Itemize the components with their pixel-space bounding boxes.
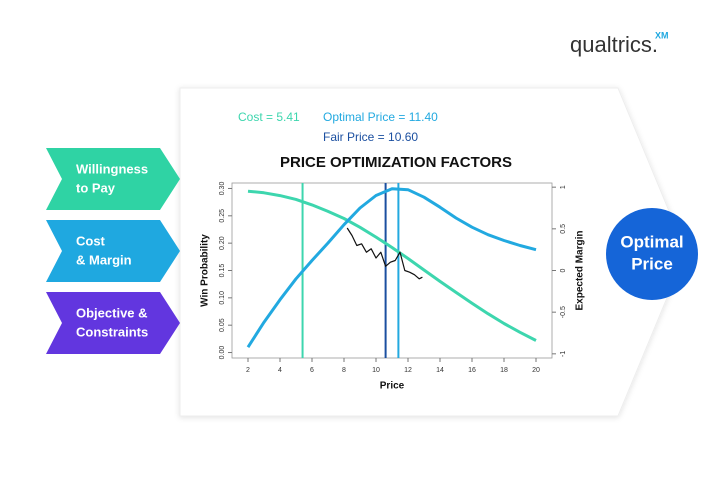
y-tick-label: 0.20 (219, 236, 226, 250)
result-circle (606, 208, 698, 300)
y2-axis-label: Expected Margin (575, 230, 586, 310)
result-label: Optimal (620, 232, 683, 251)
chart-title: PRICE OPTIMIZATION FACTORS (280, 154, 512, 171)
y2-tick-label: 0.5 (560, 224, 567, 234)
y-tick-label: 0.10 (219, 291, 226, 305)
y2-tick-label: -1 (560, 351, 567, 357)
reference-label: Optimal Price = 11.40 (323, 110, 438, 124)
y-tick-label: 0.15 (219, 264, 226, 278)
y-tick-label: 0.05 (219, 318, 226, 332)
x-tick-label: 12 (404, 367, 412, 374)
step-label: Objective & (76, 305, 148, 320)
x-tick-label: 6 (310, 367, 314, 374)
step-label: & Margin (76, 252, 132, 267)
x-axis-label: Price (380, 381, 405, 392)
x-tick-label: 10 (372, 367, 380, 374)
step-label: to Pay (76, 180, 116, 195)
series-line (247, 189, 537, 342)
x-tick-label: 16 (468, 367, 476, 374)
panel (179, 87, 687, 417)
series-line (346, 227, 423, 280)
y2-tick-label: 0 (560, 268, 567, 272)
step-label: Willingness (76, 161, 148, 176)
reference-label: Cost = 5.41 (238, 110, 300, 124)
y2-tick-label: -0.5 (560, 306, 567, 318)
x-tick-label: 8 (342, 367, 346, 374)
step-label: Constraints (76, 324, 148, 339)
y-tick-label: 0.00 (219, 346, 226, 360)
x-tick-label: 2 (246, 367, 250, 374)
y-axis-label: Win Probability (200, 234, 211, 307)
x-tick-label: 20 (532, 367, 540, 374)
result-label: Price (631, 254, 673, 273)
step-arrow (46, 148, 180, 210)
reference-label: Fair Price = 10.60 (323, 130, 418, 144)
y-tick-label: 0.25 (219, 209, 226, 223)
x-tick-label: 4 (278, 367, 282, 374)
x-tick-label: 14 (436, 367, 444, 374)
logo: qualtrics. (570, 32, 658, 57)
step-arrow (46, 220, 180, 282)
x-tick-label: 18 (500, 367, 508, 374)
series-line (246, 187, 537, 349)
step-arrow (46, 292, 180, 354)
y-tick-label: 0.30 (219, 182, 226, 196)
logo-sup: XM (655, 30, 669, 40)
step-label: Cost (76, 233, 106, 248)
y2-tick-label: 1 (560, 185, 567, 189)
